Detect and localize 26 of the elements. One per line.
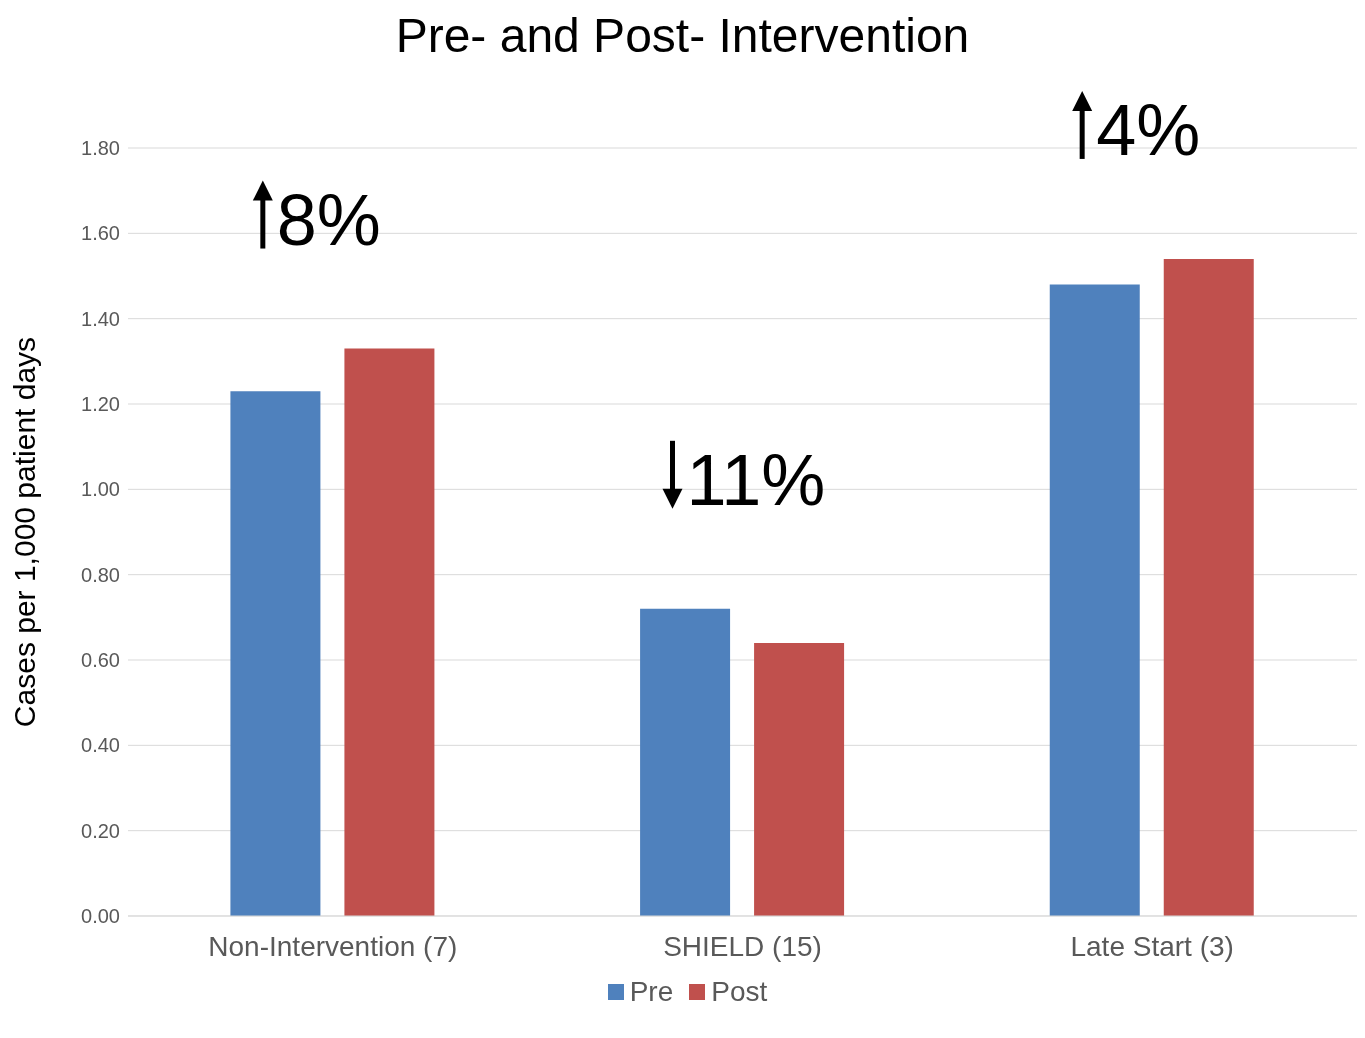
bar [230, 391, 321, 916]
annotation: 8% [276, 179, 381, 260]
chart-title: Pre- and Post- Intervention [394, 8, 971, 64]
bar [640, 608, 731, 916]
annotation: 11% [686, 439, 826, 520]
y-axis-title: Cases per 1,000 patient days [7, 336, 41, 728]
y-tick-label: 1.20 [81, 393, 120, 416]
bar [754, 642, 845, 916]
legend-label: Post [710, 976, 768, 1008]
x-tick-label: SHIELD (15) [663, 930, 822, 962]
y-tick-label: 0.20 [81, 819, 120, 842]
x-tick-label: Non-Intervention (7) [208, 930, 458, 962]
y-tick-label: 1.40 [81, 307, 120, 330]
y-tick-label: 1.00 [81, 478, 120, 501]
bar [1049, 284, 1140, 916]
y-tick-label: 0.00 [81, 905, 120, 928]
y-tick-label: 0.60 [81, 649, 120, 672]
annotation: 4% [1096, 89, 1201, 170]
y-tick-label: 1.80 [81, 137, 120, 160]
x-tick-label: Late Start (3) [1070, 930, 1234, 962]
y-tick-label: 0.40 [81, 734, 120, 757]
y-tick-label: 0.80 [81, 563, 120, 586]
y-tick-label: 1.60 [81, 222, 120, 245]
bar [1163, 258, 1254, 916]
bar [344, 348, 435, 916]
legend-label: Pre [628, 976, 674, 1008]
